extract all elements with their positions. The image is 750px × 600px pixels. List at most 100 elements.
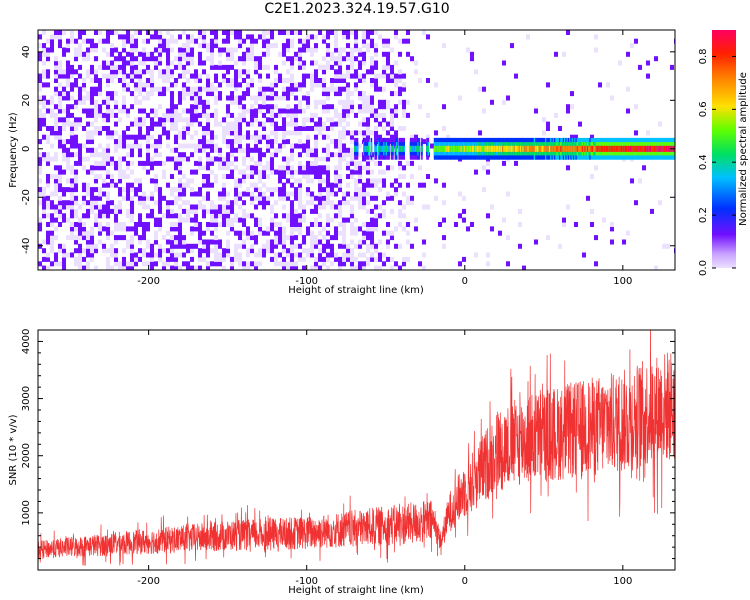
heatmap-cell — [58, 208, 62, 214]
heatmap-cell — [250, 38, 254, 44]
heatmap-cell — [142, 56, 146, 62]
heatmap-cell — [202, 239, 206, 245]
heatmap-cell — [170, 73, 174, 79]
heatmap-cell — [370, 178, 374, 184]
heatmap-cell — [178, 152, 182, 158]
heatmap-cell — [242, 112, 246, 118]
heatmap-cell — [394, 191, 398, 197]
heatmap-cell — [170, 47, 174, 53]
heatmap-cell — [322, 195, 326, 201]
heatmap-cell — [262, 38, 266, 44]
heatmap-cell — [202, 139, 206, 145]
heatmap-cell — [154, 152, 158, 158]
heatmap-cell — [198, 256, 202, 262]
heatmap-cell — [74, 78, 78, 83]
heatmap-cell — [342, 34, 346, 40]
heatmap-cell — [590, 145, 593, 152]
heatmap-cell — [154, 64, 158, 70]
heatmap-cell — [94, 222, 98, 227]
heatmap-cell — [521, 145, 523, 152]
heatmap-cell — [82, 99, 86, 105]
heatmap-cell — [102, 147, 106, 153]
heatmap-cell — [474, 169, 478, 175]
heatmap-cell — [418, 165, 422, 171]
heatmap-cell — [258, 191, 262, 197]
heatmap-cell — [310, 230, 314, 236]
heatmap-cell — [50, 34, 54, 40]
heatmap-cell — [362, 191, 366, 197]
heatmap-cell — [166, 230, 170, 236]
heatmap-cell — [318, 222, 322, 227]
heatmap-cell — [98, 91, 102, 97]
heatmap-cell — [310, 160, 314, 166]
heatmap-cell — [170, 104, 174, 110]
heatmap-cell — [482, 165, 486, 171]
heatmap-cell — [226, 82, 230, 88]
heatmap-cell — [70, 152, 74, 158]
heatmap-cell — [286, 178, 290, 184]
heatmap-cell — [290, 91, 294, 97]
heatmap-cell — [214, 95, 218, 101]
heatmap-cell — [218, 261, 222, 267]
heatmap-cell — [346, 73, 350, 79]
heatmap-cell — [58, 82, 62, 88]
heatmap-cell — [174, 64, 178, 70]
heatmap-cell — [366, 248, 370, 254]
heatmap-cell — [86, 38, 90, 44]
heatmap-cell — [254, 261, 258, 267]
heatmap-cell — [342, 217, 346, 223]
heatmap-cell — [206, 82, 210, 88]
heatmap-cell — [106, 230, 110, 236]
heatmap-cell — [330, 217, 334, 223]
heatmap-cell — [178, 169, 182, 175]
heatmap-cell — [50, 235, 54, 241]
heatmap-cell — [66, 60, 70, 66]
heatmap-cell — [38, 243, 42, 249]
heatmap-cell — [326, 230, 330, 236]
heatmap-cell — [334, 230, 338, 236]
heatmap-cell — [182, 208, 186, 214]
heatmap-cell — [150, 213, 154, 219]
heatmap-cell — [282, 108, 286, 114]
heatmap-cell — [278, 165, 282, 171]
heatmap-cell — [362, 34, 366, 40]
heatmap-cell — [482, 108, 486, 114]
heatmap-cell — [390, 208, 394, 214]
heatmap-cell — [322, 82, 326, 88]
heatmap-cell — [230, 56, 234, 62]
heatmap-cell — [154, 143, 158, 149]
heatmap-cell — [158, 226, 162, 232]
heatmap-cell — [366, 43, 370, 49]
heatmap-cell — [142, 47, 146, 53]
heatmap-cell — [591, 145, 594, 152]
heatmap-cell — [106, 126, 110, 131]
heatmap-cell — [210, 204, 214, 210]
heatmap-cell — [398, 182, 402, 188]
heatmap-cell — [210, 139, 214, 145]
heatmap-cell — [122, 60, 126, 66]
heatmap-cell — [70, 165, 74, 171]
heatmap-cell — [382, 64, 386, 70]
heatmap-cell — [134, 261, 138, 267]
heatmap-cell — [214, 156, 218, 162]
heatmap-cell — [138, 147, 142, 153]
heatmap-cell — [218, 222, 222, 227]
heatmap-cell — [338, 51, 342, 57]
heatmap-cell — [318, 248, 322, 254]
heatmap-cell — [270, 112, 274, 118]
heatmap-cell — [198, 222, 202, 227]
heatmap-cell — [114, 139, 118, 145]
heatmap-cell — [70, 64, 74, 70]
heatmap-cell — [370, 82, 374, 88]
heatmap-cell — [222, 64, 226, 70]
heatmap-cell — [442, 235, 446, 241]
heatmap-cell — [230, 261, 234, 267]
heatmap-cell — [214, 134, 218, 140]
heatmap-cell — [354, 187, 358, 193]
heatmap-cell — [266, 47, 270, 53]
heatmap-cell — [206, 43, 210, 49]
heatmap-cell — [150, 82, 154, 88]
heatmap-cell — [486, 252, 490, 258]
heatmap-cell — [638, 178, 642, 184]
heatmap-cell — [541, 145, 543, 152]
